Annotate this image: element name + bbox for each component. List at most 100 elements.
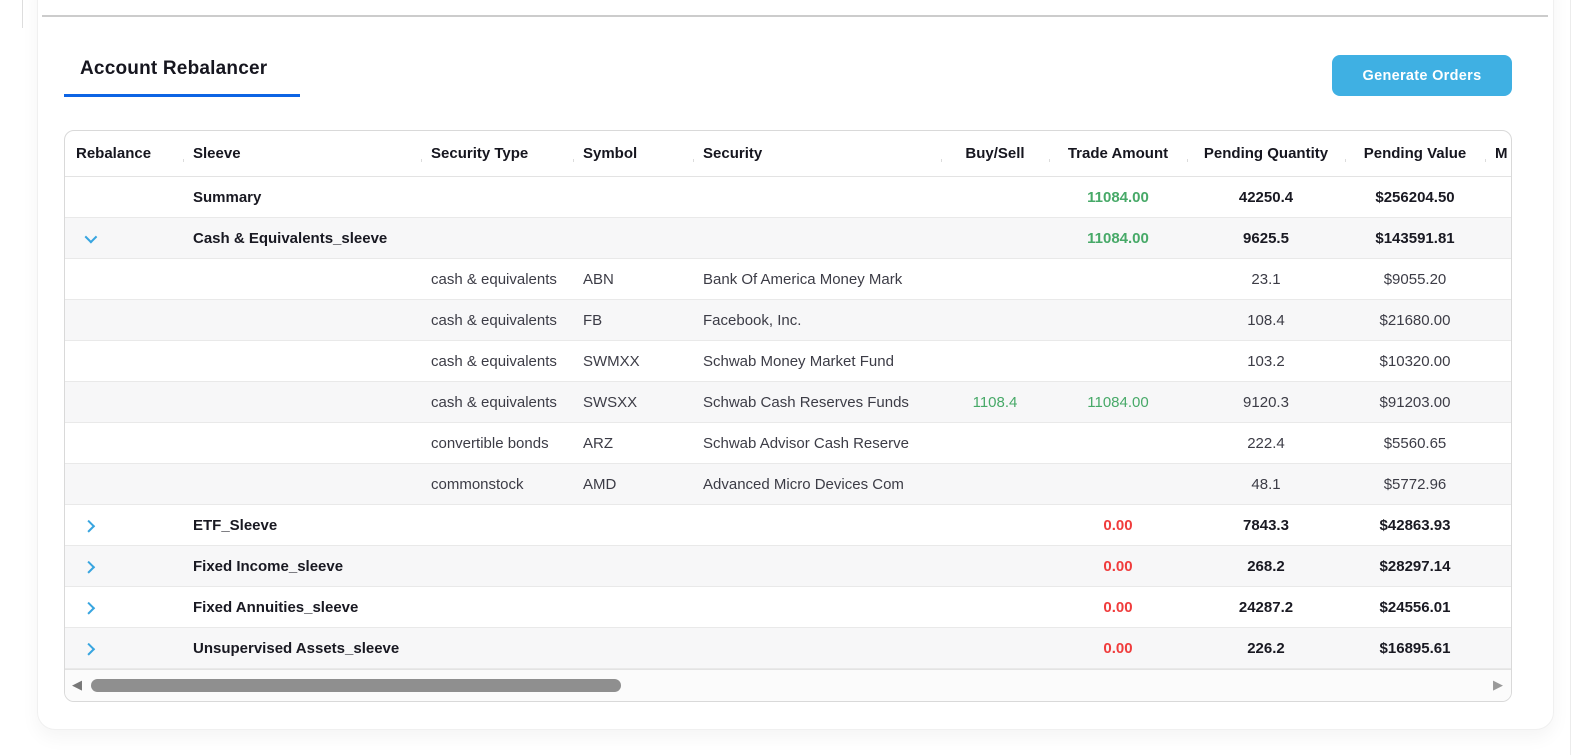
cell-security-type: commonstock: [431, 475, 524, 493]
scroll-left-icon[interactable]: ◀: [72, 677, 82, 692]
cell-trade-amount: 0.00: [1103, 639, 1133, 657]
tab-active-underline: [64, 94, 300, 97]
cell-symbol: ARZ: [583, 434, 613, 452]
cell-symbol: ABN: [583, 270, 614, 288]
rebalancer-table: Rebalance Sleeve Security Type Symbol Se…: [64, 130, 1512, 702]
cell-sleeve: ETF_Sleeve: [193, 516, 278, 534]
column-header-sleeve: Sleeve: [183, 145, 421, 162]
tab-account-rebalancer[interactable]: Account Rebalancer: [64, 58, 300, 97]
cell-pending-value: $28297.14: [1379, 557, 1451, 575]
cell-sleeve: Unsupervised Assets_sleeve: [193, 639, 400, 657]
cell-rebalance: [65, 599, 183, 616]
column-header-symbol: Symbol: [573, 145, 693, 162]
top-divider: [42, 15, 1548, 17]
cell-security-type: cash & equivalents: [431, 270, 557, 288]
cell-symbol: FB: [583, 311, 603, 329]
table-row-amd: commonstock AMD Advanced Micro Devices C…: [65, 464, 1511, 505]
collapse-chevron-icon[interactable]: [82, 601, 96, 615]
table-row-etf-sleeve[interactable]: ETF_Sleeve 0.00 7843.3 $42863.93: [65, 505, 1511, 546]
cell-symbol: SWSXX: [583, 393, 638, 411]
cell-rebalance: [65, 312, 183, 329]
column-header-pending-value: Pending Value: [1345, 145, 1485, 162]
table-body: Summary 11084.00 42250.4 $256204.50 Cash…: [65, 177, 1511, 669]
table-row-arz: convertible bonds ARZ Schwab Advisor Cas…: [65, 423, 1511, 464]
cell-pending-value: $143591.81: [1375, 229, 1455, 247]
table-row-abn: cash & equivalents ABN Bank Of America M…: [65, 259, 1511, 300]
column-header-buy-sell: Buy/Sell: [941, 145, 1049, 162]
column-header-pending-quantity: Pending Quantity: [1187, 145, 1345, 162]
cell-pending-quantity: 48.1: [1251, 475, 1281, 493]
cell-security: Schwab Advisor Cash Reserve: [703, 434, 909, 452]
cell-symbol: SWMXX: [583, 352, 640, 370]
table-row-fixed-annuities-sleeve[interactable]: Fixed Annuities_sleeve 0.00 24287.2 $245…: [65, 587, 1511, 628]
page-title: Account Rebalancer: [80, 58, 268, 79]
table-row-swmxx: cash & equivalents SWMXX Schwab Money Ma…: [65, 341, 1511, 382]
table-row-fixed-income-sleeve[interactable]: Fixed Income_sleeve 0.00 268.2 $28297.14: [65, 546, 1511, 587]
cell-trade-amount: 0.00: [1103, 557, 1133, 575]
cell-rebalance: [65, 353, 183, 370]
table-row-swsxx: cash & equivalents SWSXX Schwab Cash Res…: [65, 382, 1511, 423]
cell-rebalance: [65, 476, 183, 493]
cell-pending-quantity: 24287.2: [1238, 598, 1294, 616]
cell-security: Facebook, Inc.: [703, 311, 802, 329]
cell-rebalance: [65, 640, 183, 657]
cell-sleeve: Summary: [193, 188, 262, 206]
cell-pending-value: $91203.00: [1379, 393, 1451, 411]
cell-pending-quantity: 9625.5: [1243, 229, 1289, 247]
cell-sleeve: Cash & Equivalents_sleeve: [193, 229, 388, 247]
cell-pending-value: $5560.65: [1383, 434, 1447, 452]
cell-security: Schwab Money Market Fund: [703, 352, 894, 370]
cell-pending-value: $256204.50: [1375, 188, 1455, 206]
cell-rebalance: [65, 271, 183, 288]
cell-rebalance: [65, 189, 183, 206]
cell-buy-sell: 1108.4: [972, 393, 1018, 411]
cell-pending-quantity: 226.2: [1247, 639, 1285, 657]
table-row-cash-equivalents-sleeve[interactable]: Cash & Equivalents_sleeve 11084.00 9625.…: [65, 218, 1511, 259]
table-row-unsupervised-assets-sleeve[interactable]: Unsupervised Assets_sleeve 0.00 226.2 $1…: [65, 628, 1511, 669]
cell-pending-quantity: 222.4: [1247, 434, 1285, 452]
cell-security-type: cash & equivalents: [431, 352, 557, 370]
right-edge-divider: [1570, 0, 1571, 755]
cell-trade-amount: 11084.00: [1087, 188, 1149, 206]
scrollbar-thumb[interactable]: [91, 679, 621, 692]
cell-pending-quantity: 23.1: [1251, 270, 1281, 288]
column-header-security: Security: [693, 145, 941, 162]
cell-pending-value: $21680.00: [1379, 311, 1451, 329]
cell-security-type: cash & equivalents: [431, 311, 557, 329]
cell-security: Schwab Cash Reserves Funds: [703, 393, 909, 411]
cell-sleeve: Fixed Income_sleeve: [193, 557, 344, 575]
cell-security: Advanced Micro Devices Com: [703, 475, 904, 493]
cell-trade-amount: 0.00: [1103, 516, 1133, 534]
collapse-chevron-icon[interactable]: [82, 519, 96, 533]
collapse-chevron-icon[interactable]: [82, 642, 96, 656]
cell-rebalance: [65, 517, 183, 534]
cell-rebalance: [65, 230, 183, 247]
cell-pending-value: $42863.93: [1379, 516, 1451, 534]
cell-rebalance: [65, 435, 183, 452]
column-header-trade-amount: Trade Amount: [1049, 145, 1187, 162]
scroll-right-icon[interactable]: ▶: [1493, 677, 1503, 692]
cell-trade-amount: 0.00: [1103, 598, 1133, 616]
cell-rebalance: [65, 558, 183, 575]
cell-security-type: cash & equivalents: [431, 393, 557, 411]
cell-symbol: AMD: [583, 475, 617, 493]
left-edge-tick: [22, 0, 23, 28]
cell-pending-quantity: 108.4: [1247, 311, 1285, 329]
cell-pending-quantity: 268.2: [1247, 557, 1285, 575]
column-header-security-type: Security Type: [421, 145, 573, 162]
cell-security-type: convertible bonds: [431, 434, 549, 452]
cell-trade-amount: 11084.00: [1087, 229, 1149, 247]
cell-pending-quantity: 9120.3: [1243, 393, 1289, 411]
expand-chevron-icon[interactable]: [84, 230, 98, 243]
collapse-chevron-icon[interactable]: [82, 560, 96, 574]
horizontal-scrollbar[interactable]: ◀ ▶: [65, 669, 1511, 701]
table-header-row: Rebalance Sleeve Security Type Symbol Se…: [65, 131, 1511, 177]
column-header-clipped: M: [1485, 145, 1511, 162]
cell-pending-value: $10320.00: [1379, 352, 1451, 370]
cell-pending-value: $5772.96: [1383, 475, 1447, 493]
column-header-rebalance: Rebalance: [76, 145, 152, 162]
cell-rebalance: [65, 394, 183, 411]
generate-orders-button[interactable]: Generate Orders: [1332, 55, 1512, 96]
cell-pending-quantity: 103.2: [1247, 352, 1285, 370]
